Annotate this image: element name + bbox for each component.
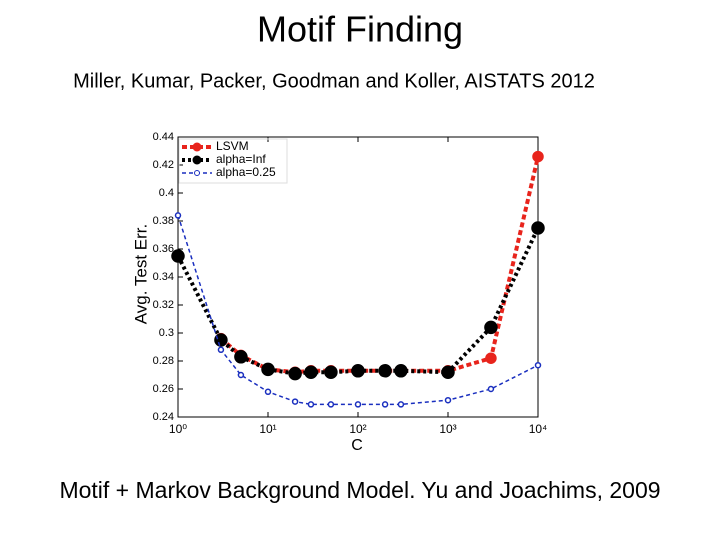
x-tick-label: 10⁰ <box>169 422 187 436</box>
legend-box <box>178 138 288 184</box>
citation: Miller, Kumar, Packer, Goodman and Kolle… <box>73 70 595 92</box>
data-point <box>214 333 228 347</box>
legend-label: alpha=Inf <box>216 152 266 166</box>
data-point <box>394 364 408 378</box>
y-tick-label: 0.3 <box>159 327 174 339</box>
data-point <box>444 396 452 404</box>
data-point <box>378 364 392 378</box>
y-tick-label: 0.28 <box>153 355 174 367</box>
legend-label: LSVM <box>216 139 249 153</box>
legend-marker <box>192 142 202 152</box>
legend-label: alpha=0.25 <box>216 165 276 179</box>
y-tick-label: 0.26 <box>153 383 174 395</box>
data-point <box>354 401 362 408</box>
y-tick-label: 0.42 <box>153 159 174 171</box>
data-point <box>327 401 335 408</box>
data-point <box>485 352 497 364</box>
y-tick-label: 0.44 <box>153 131 174 143</box>
data-point <box>174 212 182 219</box>
y-tick-label: 0.36 <box>153 243 174 255</box>
data-point <box>264 388 272 396</box>
data-point <box>351 364 365 378</box>
data-point <box>237 371 245 379</box>
data-point <box>217 346 225 354</box>
x-tick-label: 10³ <box>439 422 456 436</box>
data-point <box>397 401 405 408</box>
y-tick-label: 0.24 <box>153 411 174 423</box>
data-point <box>484 320 498 335</box>
caption: Motif + Markov Background Model. Yu and … <box>59 477 660 503</box>
data-point <box>304 365 318 379</box>
series-line <box>219 156 540 375</box>
y-tick-label: 0.4 <box>159 187 174 199</box>
data-point <box>234 350 248 364</box>
data-point <box>441 365 455 379</box>
slide-title: Motif Finding <box>257 9 463 50</box>
data-point <box>531 221 545 235</box>
legend-marker <box>194 170 200 176</box>
x-axis-label: C <box>351 437 363 454</box>
data-point <box>291 398 299 405</box>
data-point <box>381 401 389 408</box>
series-line <box>176 227 540 376</box>
data-point <box>487 385 495 393</box>
legend-marker <box>192 155 202 165</box>
x-tick-label: 10⁴ <box>529 422 548 436</box>
x-tick-label: 10¹ <box>259 422 276 436</box>
y-tick-label: 0.32 <box>153 299 174 311</box>
data-point <box>261 362 275 377</box>
data-point <box>288 366 302 381</box>
data-point <box>534 361 542 369</box>
y-tick-label: 0.38 <box>153 215 174 227</box>
y-axis-label: Avg. Test Err. <box>131 224 150 324</box>
y-tick-label: 0.34 <box>153 271 174 283</box>
data-point <box>324 365 338 379</box>
data-point <box>532 150 544 163</box>
x-tick-label: 10² <box>349 422 366 436</box>
data-point <box>307 401 315 408</box>
data-point <box>171 249 185 263</box>
